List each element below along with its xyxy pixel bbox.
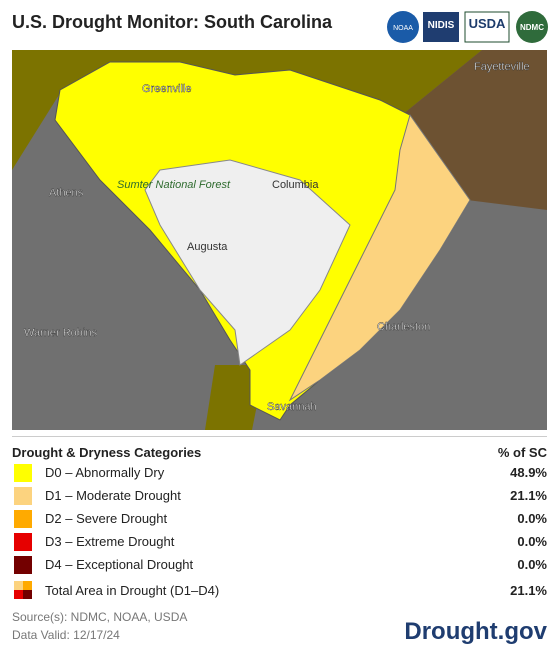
none-area <box>144 159 351 366</box>
legend-value-heading: % of SC <box>497 445 547 460</box>
row-label: D3 – Extreme Drought <box>45 534 175 549</box>
usda-logo <box>464 11 510 43</box>
city-label: Columbia <box>272 179 319 191</box>
city-label: Charleston <box>377 321 430 333</box>
brand[interactable]: Drought.gov <box>404 618 547 645</box>
title: U.S. Drought Monitor: South Carolina <box>12 12 332 32</box>
city-label: Athens <box>49 187 84 199</box>
city-label: Warner Robins <box>24 327 97 339</box>
row-value: 21.1% <box>510 488 547 503</box>
total-label: Total Area in Drought (D1–D4) <box>45 583 220 598</box>
swatch <box>14 533 32 551</box>
swatch <box>14 464 32 482</box>
ndmc-logo <box>516 11 548 43</box>
swatch <box>14 487 32 505</box>
logo-text: USDA <box>469 16 506 31</box>
row-label: D4 – Exceptional Drought <box>45 557 194 572</box>
city-label: Savannah <box>267 401 317 413</box>
row-label: D2 – Severe Drought <box>45 511 168 526</box>
row-value: 0.0% <box>517 511 547 526</box>
map-labels: Greenville Columbia Augusta Charleston S… <box>24 61 530 413</box>
logo-text: NOAA <box>393 25 413 32</box>
nc-east <box>402 50 547 210</box>
total-value: 21.1% <box>510 583 547 598</box>
logos: NOAA NIDIS USDA NDMC <box>387 11 548 43</box>
total-swatch <box>14 581 32 599</box>
city-label: Fayetteville <box>474 61 530 73</box>
row-label: D0 – Abnormally Dry <box>45 465 165 480</box>
sources: Source(s): NDMC, NOAA, USDA <box>12 610 188 624</box>
row-value: 48.9% <box>510 465 547 480</box>
d1-area <box>288 113 471 402</box>
swatch <box>14 556 32 574</box>
data-valid: Data Valid: 12/17/24 <box>12 628 120 642</box>
map: Greenville Columbia Augusta Charleston S… <box>12 50 547 430</box>
legend-heading: Drought & Dryness Categories <box>12 445 202 460</box>
noaa-logo <box>387 11 419 43</box>
logo-text: NDMC <box>520 23 544 32</box>
nidis-logo <box>423 12 459 42</box>
city-label: Greenville <box>142 83 192 95</box>
divider <box>12 436 547 437</box>
forest-label: Sumter National Forest <box>117 179 231 191</box>
city-label: Augusta <box>187 241 228 253</box>
row-value: 0.0% <box>517 534 547 549</box>
row-label: D1 – Moderate Drought <box>45 488 181 503</box>
row-value: 0.0% <box>517 557 547 572</box>
swatch <box>14 510 32 528</box>
logo-text: NIDIS <box>428 20 455 31</box>
